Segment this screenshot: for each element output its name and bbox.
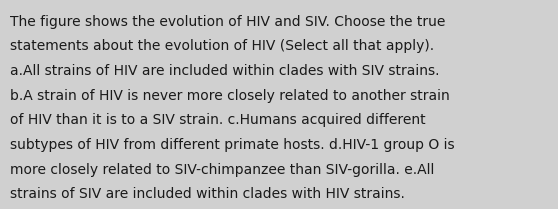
Text: The figure shows the evolution of HIV and SIV. Choose the true: The figure shows the evolution of HIV an… [10, 15, 445, 29]
Text: subtypes of HIV from different primate hosts. d.HIV-1 group O is: subtypes of HIV from different primate h… [10, 138, 455, 152]
Text: more closely related to SIV-chimpanzee than SIV-gorilla. e.All: more closely related to SIV-chimpanzee t… [10, 163, 435, 177]
Text: b.A strain of HIV is never more closely related to another strain: b.A strain of HIV is never more closely … [10, 89, 450, 103]
Text: strains of SIV are included within clades with HIV strains.: strains of SIV are included within clade… [10, 187, 405, 201]
Text: a.All strains of HIV are included within clades with SIV strains.: a.All strains of HIV are included within… [10, 64, 440, 78]
Text: statements about the evolution of HIV (Select all that apply).: statements about the evolution of HIV (S… [10, 39, 434, 53]
Text: of HIV than it is to a SIV strain. c.Humans acquired different: of HIV than it is to a SIV strain. c.Hum… [10, 113, 426, 127]
